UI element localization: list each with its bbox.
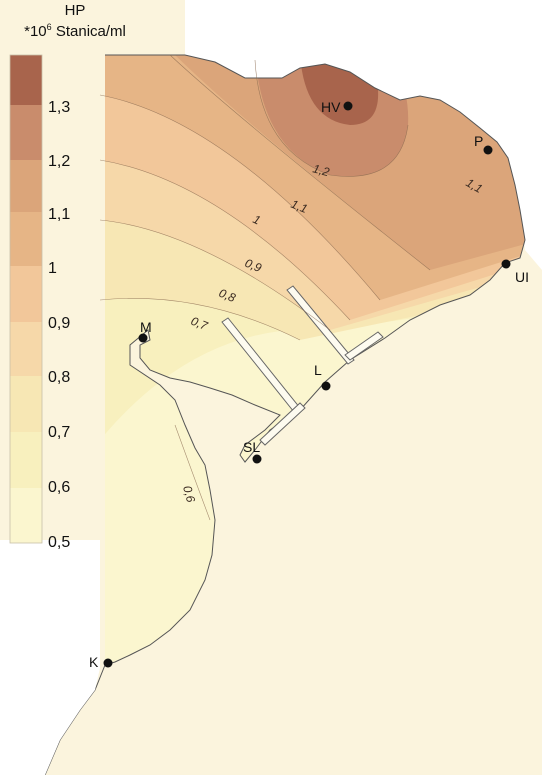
legend-label: 0,6 — [48, 479, 71, 496]
legend-label: 1,3 — [48, 99, 71, 116]
legend-color-ramp — [9, 54, 43, 544]
legend-title: HP — [64, 2, 86, 19]
isoline-labels: 1,2 1,1 1,1 1 0,9 0,8 0,7 0,6 — [180, 161, 485, 504]
station-label-ui: UI — [515, 269, 529, 285]
legend-label: 0,7 — [48, 424, 71, 441]
isoline-label: 0,8 — [217, 286, 238, 305]
legend-swatch — [10, 160, 42, 212]
station-label-l: L — [314, 362, 322, 378]
station-marker-k — [103, 658, 113, 668]
legend-swatch — [10, 55, 42, 105]
station-marker-l — [321, 381, 331, 391]
isoline-label: 0,7 — [189, 314, 211, 334]
station-label-p: P — [474, 133, 483, 149]
land-area-west — [0, 50, 100, 775]
isoline-label: 1 — [251, 212, 263, 228]
legend-label: 1,1 — [48, 206, 71, 223]
isoline-label: 1,2 — [311, 161, 331, 179]
legend-swatch — [10, 212, 42, 266]
station-marker-ui — [501, 259, 511, 269]
isolines — [99, 54, 431, 521]
legend-swatch — [10, 322, 42, 376]
legend-label: 1,2 — [48, 153, 71, 170]
legend-label: 0,9 — [48, 315, 71, 332]
legend-swatch — [10, 488, 42, 543]
isoline-label: 0,9 — [243, 256, 264, 275]
isoline-label: 1,1 — [289, 197, 310, 216]
stations: HV P UI L M SL K — [89, 99, 529, 670]
legend-swatch — [10, 432, 42, 488]
station-label-m: M — [140, 319, 152, 335]
legend-label: 0,8 — [48, 369, 71, 386]
coastline — [104, 54, 526, 666]
legend-label: 0,5 — [48, 534, 71, 551]
station-label-k: K — [89, 654, 99, 670]
isoline-label: 0,6 — [180, 484, 198, 504]
legend-swatch — [10, 105, 42, 160]
station-marker-m — [138, 333, 148, 343]
legend-swatch — [10, 266, 42, 322]
station-marker-p — [483, 145, 493, 155]
legend-swatch — [10, 376, 42, 432]
station-label-sl: SL — [243, 439, 260, 455]
station-label-hv: HV — [321, 99, 341, 115]
legend-label: 1 — [48, 260, 57, 277]
station-marker-sl — [252, 454, 262, 464]
land-area-north — [185, 0, 542, 270]
legend-unit: *106 Stanica/ml — [24, 22, 126, 40]
breakwaters — [221, 285, 384, 446]
station-marker-hv — [343, 101, 353, 111]
